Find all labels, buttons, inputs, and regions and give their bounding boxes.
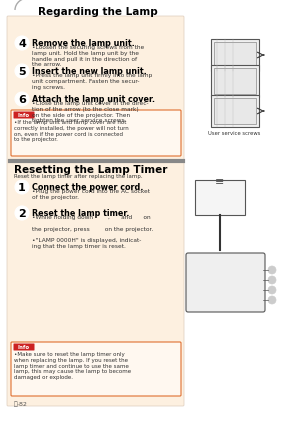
FancyBboxPatch shape: [186, 253, 265, 312]
Text: 2: 2: [18, 209, 26, 219]
Text: 4: 4: [18, 39, 26, 49]
Circle shape: [268, 266, 276, 274]
Text: •Plug the power cord into the AC socket
of the projector.: •Plug the power cord into the AC socket …: [32, 189, 150, 200]
Bar: [214, 98, 256, 124]
FancyBboxPatch shape: [11, 110, 181, 156]
Bar: [214, 68, 256, 94]
Bar: [211, 95, 259, 127]
Text: 6: 6: [18, 95, 26, 105]
Circle shape: [15, 92, 29, 106]
Text: Resetting the Lamp Timer: Resetting the Lamp Timer: [14, 165, 167, 175]
Text: ≡: ≡: [215, 177, 225, 187]
Text: •Close the lamp unit cover in the direc-
tion of the arrow (to the close mark)
o: •Close the lamp unit cover in the direc-…: [32, 101, 148, 123]
Text: User service screws: User service screws: [208, 131, 260, 136]
Text: Info: Info: [18, 113, 30, 118]
Text: •Loosen the securing screws from the
lamp unit. Hold the lamp unit by the
handle: •Loosen the securing screws from the lam…: [32, 45, 144, 68]
Text: Regarding the Lamp: Regarding the Lamp: [38, 7, 158, 17]
Text: •If the lamp unit and lamp cover are not
correctly installed, the power will not: •If the lamp unit and lamp cover are not…: [14, 120, 129, 142]
FancyBboxPatch shape: [14, 343, 34, 351]
Text: Connect the power cord.: Connect the power cord.: [32, 183, 143, 192]
Circle shape: [15, 180, 29, 194]
FancyBboxPatch shape: [7, 16, 184, 406]
Text: •Make sure to reset the lamp timer only
when replacing the lamp. If you reset th: •Make sure to reset the lamp timer only …: [14, 352, 131, 380]
Circle shape: [15, 36, 29, 50]
Text: Reset the lamp timer after replacing the lamp.: Reset the lamp timer after replacing the…: [14, 174, 142, 179]
Text: Reset the lamp timer.: Reset the lamp timer.: [32, 209, 129, 218]
Text: Info: Info: [18, 345, 30, 350]
Text: Attach the lamp unit cover.: Attach the lamp unit cover.: [32, 95, 155, 104]
Text: 5: 5: [18, 67, 26, 77]
Bar: [195, 180, 245, 215]
Bar: [211, 39, 259, 71]
Bar: [211, 65, 259, 97]
Text: Remove the lamp unit.: Remove the lamp unit.: [32, 39, 135, 48]
FancyBboxPatch shape: [14, 111, 34, 119]
Text: Insert the new lamp unit.: Insert the new lamp unit.: [32, 67, 147, 76]
Text: 1: 1: [18, 183, 26, 193]
Circle shape: [15, 206, 29, 220]
Bar: [214, 42, 256, 68]
FancyBboxPatch shape: [11, 342, 181, 396]
Text: •Press the lamp unit firmly into the lamp
unit compartment. Fasten the secur-
in: •Press the lamp unit firmly into the lam…: [32, 73, 152, 90]
Circle shape: [268, 296, 276, 304]
Circle shape: [268, 286, 276, 294]
Text: ⓔ-82: ⓔ-82: [14, 401, 28, 407]
Text: •While holding down        ,      and      on

the projector, press        on th: •While holding down , and on the project…: [32, 215, 153, 249]
Circle shape: [15, 64, 29, 78]
Circle shape: [268, 276, 276, 284]
